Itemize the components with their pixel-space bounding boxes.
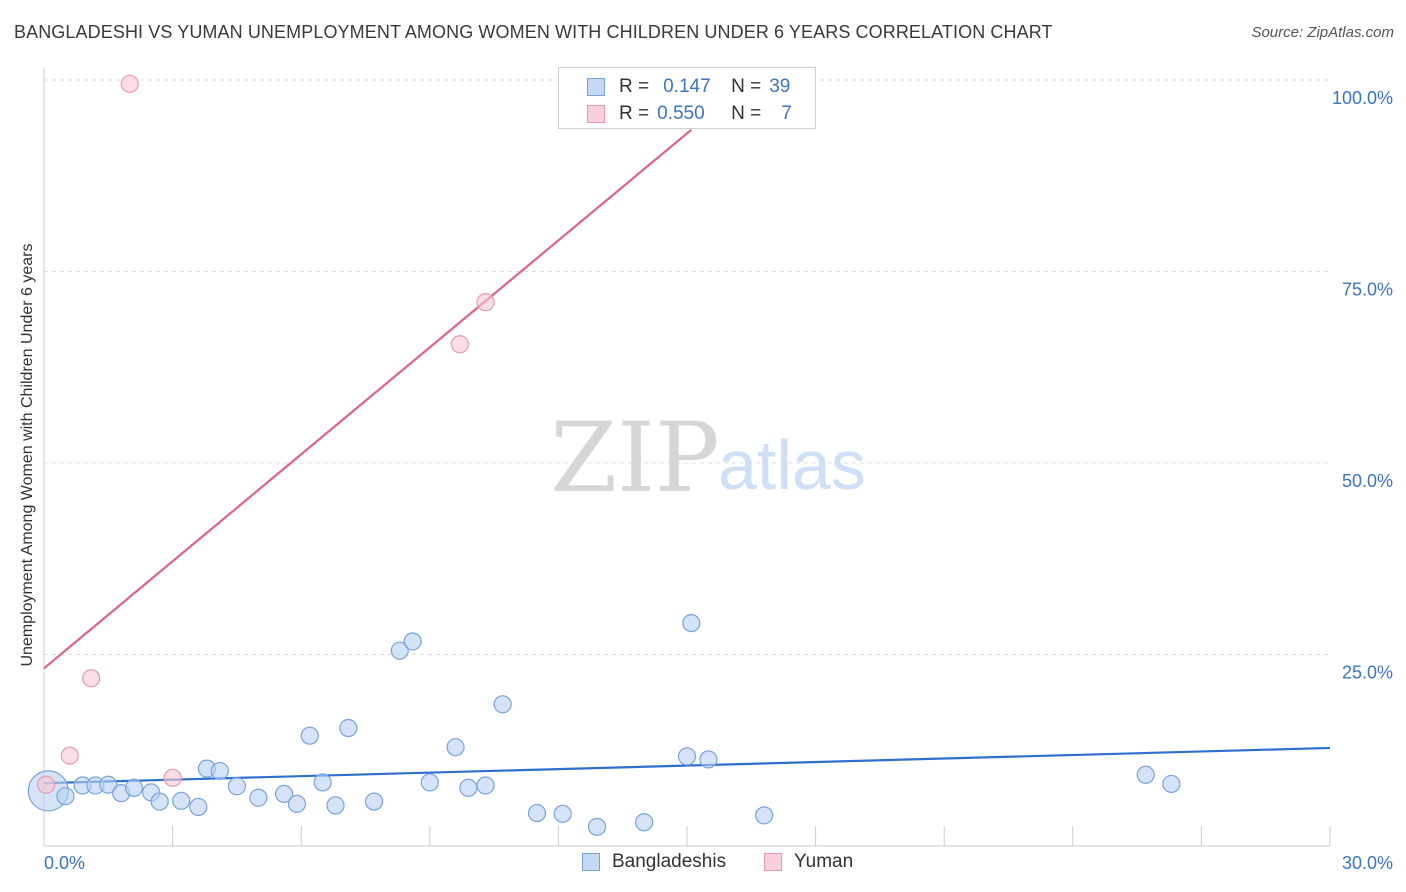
- point-yuman: [37, 775, 56, 794]
- y-tick-label: 50.0%: [1342, 471, 1393, 491]
- point-bangladeshis: [274, 784, 294, 804]
- point-bangladeshis: [56, 787, 75, 806]
- point-bangladeshis: [446, 738, 465, 757]
- x-tick-label: 30.0%: [1342, 853, 1393, 873]
- point-bangladeshis: [403, 632, 422, 651]
- point-bangladeshis: [1136, 765, 1155, 784]
- point-bangladeshis: [364, 792, 384, 811]
- point-yuman: [476, 293, 495, 312]
- x-tick-label: 0.0%: [44, 853, 85, 873]
- watermark-atlas: atlas: [718, 426, 866, 504]
- point-yuman: [60, 746, 79, 765]
- watermark-zip: ZIP: [550, 402, 719, 514]
- legend-r-value: 0.550: [657, 103, 705, 124]
- point-bangladeshis: [227, 777, 246, 796]
- point-yuman: [450, 335, 469, 354]
- point-bangladeshis: [150, 792, 169, 811]
- legend-swatch-blue: [587, 78, 605, 96]
- legend-row-yuman: R = 0.550 N = 7: [559, 101, 792, 127]
- point-bangladeshis: [635, 813, 654, 832]
- point-bangladeshis: [210, 761, 229, 781]
- legend-n-value: 7: [781, 103, 792, 124]
- point-bangladeshis: [390, 641, 409, 660]
- trendline-yuman: [43, 128, 692, 670]
- y-tick-label: 75.0%: [1342, 280, 1393, 300]
- legend-label-bangladeshis: Bangladeshis: [612, 851, 727, 872]
- legend-row-bangladeshis: R = 0.147 N = 39: [559, 74, 790, 100]
- data-points: [27, 74, 1181, 836]
- trendline-bangladeshis: [43, 746, 1331, 785]
- trendlines: [43, 128, 1331, 785]
- series-legend: Bangladeshis Yuman: [0, 851, 1406, 877]
- grid-layer: [44, 79, 1330, 655]
- point-bangladeshis: [339, 718, 358, 738]
- point-bangladeshis: [755, 806, 774, 825]
- legend-item-bangladeshis: Bangladeshis: [582, 851, 726, 873]
- point-bangladeshis: [189, 797, 208, 817]
- point-bangladeshis: [172, 791, 191, 810]
- legend-swatch-pink: [587, 105, 605, 123]
- point-bangladeshis: [699, 750, 718, 769]
- source-credit: Source: ZipAtlas.com: [1251, 24, 1394, 41]
- legend-label-yuman: Yuman: [794, 851, 854, 872]
- point-yuman: [120, 74, 139, 93]
- point-bangladeshis: [476, 776, 495, 795]
- point-bangladeshis: [459, 778, 478, 797]
- point-bangladeshis: [124, 778, 144, 797]
- point-bangladeshis: [313, 773, 332, 792]
- tick-labels: 25.0% 50.0% 75.0% 100.0% 0.0% 30.0%: [44, 88, 1393, 873]
- point-bangladeshis: [1162, 774, 1181, 794]
- legend-r-value: 0.147: [663, 76, 711, 97]
- point-bangladeshis: [527, 803, 547, 823]
- point-bangladeshis: [493, 695, 512, 714]
- point-bangladeshis: [587, 817, 607, 836]
- point-bangladeshis: [300, 726, 319, 745]
- correlation-legend: R = 0.147 N = 39 R = 0.550 N = 7: [558, 67, 816, 129]
- legend-n-value: 39: [769, 76, 791, 97]
- point-bangladeshis: [326, 796, 345, 815]
- watermark: ZIP atlas: [550, 402, 865, 514]
- legend-r-key: R =: [619, 103, 650, 124]
- legend-swatch-pink: [764, 853, 782, 871]
- point-bangladeshis: [553, 804, 572, 823]
- point-yuman: [163, 768, 182, 787]
- point-bangladeshis: [420, 773, 439, 792]
- axes-layer: [43, 68, 1331, 847]
- y-tick-label: 100.0%: [1332, 88, 1393, 108]
- y-tick-label: 25.0%: [1342, 663, 1393, 683]
- legend-n-key: N =: [731, 76, 762, 97]
- legend-swatch-blue: [582, 853, 600, 871]
- legend-item-yuman: Yuman: [764, 851, 853, 873]
- point-bangladeshis: [287, 794, 307, 813]
- y-axis-label: Unemployment Among Women with Children U…: [19, 243, 36, 667]
- point-bangladeshis: [99, 775, 118, 794]
- point-yuman: [82, 669, 101, 688]
- legend-r-key: R =: [619, 76, 650, 97]
- point-bangladeshis: [682, 613, 701, 633]
- chart-title: BANGLADESHI VS YUMAN UNEMPLOYMENT AMONG …: [14, 22, 1053, 42]
- point-bangladeshis: [249, 788, 268, 807]
- legend-n-key: N =: [731, 103, 762, 124]
- point-bangladeshis: [677, 747, 697, 766]
